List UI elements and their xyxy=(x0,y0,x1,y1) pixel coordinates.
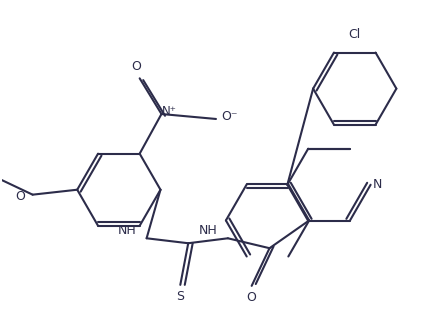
Text: NH: NH xyxy=(199,224,218,237)
Text: NH: NH xyxy=(118,224,137,237)
Text: S: S xyxy=(176,290,184,303)
Text: N: N xyxy=(373,178,382,191)
Text: O⁻: O⁻ xyxy=(222,111,238,123)
Text: N⁺: N⁺ xyxy=(162,105,177,117)
Text: Cl: Cl xyxy=(349,28,361,41)
Text: O: O xyxy=(15,190,25,203)
Text: O: O xyxy=(131,60,141,73)
Text: O: O xyxy=(247,291,257,304)
